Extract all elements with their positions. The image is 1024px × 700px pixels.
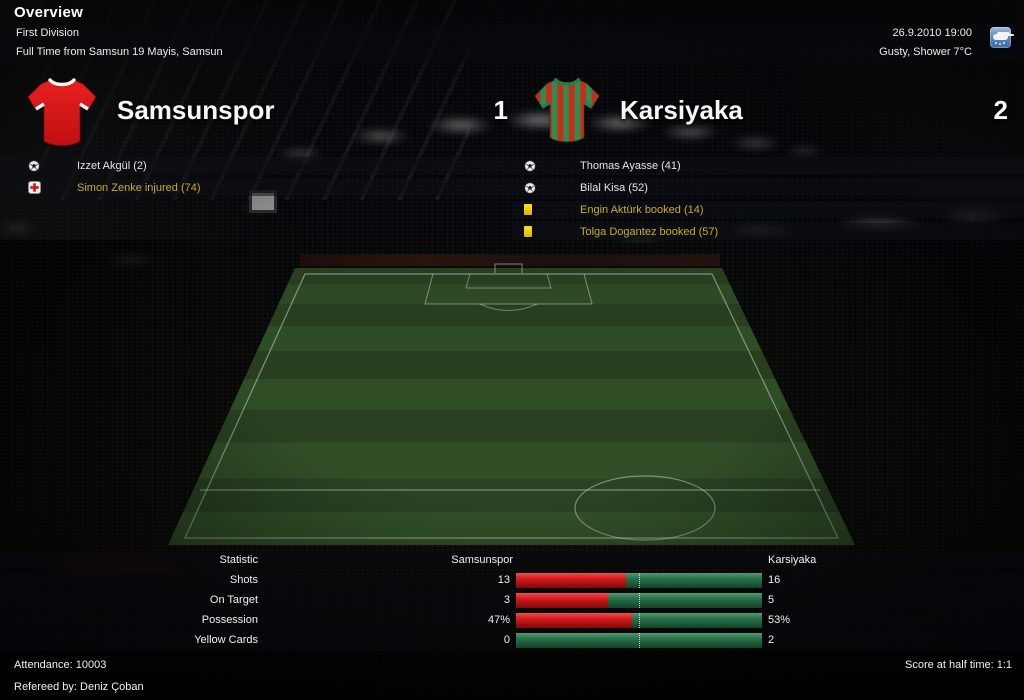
- stat-row: Possession 47% 53%: [0, 611, 1024, 630]
- referee-label: Refereed by: Deniz Çoban: [14, 681, 144, 693]
- stat-row: Yellow Cards 0 2: [0, 631, 1024, 650]
- stat-bar: [516, 593, 762, 608]
- stat-home-value: 0: [503, 634, 510, 646]
- event-text[interactable]: Engin Aktürk booked (14): [580, 203, 704, 216]
- stats-col-home: Samsunspor: [451, 554, 513, 566]
- event-text[interactable]: Thomas Ayasse (41): [580, 159, 681, 172]
- event-row[interactable]: Engin Aktürk booked (14): [512, 201, 1024, 218]
- away-shirt-icon: [534, 78, 600, 143]
- yellow-card-icon: [524, 204, 580, 215]
- stat-label: Possession: [201, 614, 258, 626]
- half-time-score-label: Score at half time: 1:1: [905, 659, 1012, 671]
- page-title: Overview: [14, 4, 84, 21]
- stat-home-value: 13: [497, 574, 510, 586]
- event-text[interactable]: Izzet Akgül (2): [77, 159, 147, 172]
- stat-away-value: 16: [768, 574, 781, 586]
- stat-label: Yellow Cards: [194, 634, 258, 646]
- stat-bar: [516, 633, 762, 648]
- stat-row: Shots 13 16: [0, 571, 1024, 590]
- football-icon: [524, 182, 580, 194]
- home-team-name[interactable]: Samsunspor: [117, 95, 275, 125]
- stats-header-row: Statistic Samsunspor Karsiyaka: [0, 552, 1024, 568]
- match-datetime: 26.9.2010 19:00: [892, 27, 972, 39]
- home-score: 1: [493, 95, 508, 125]
- away-team-name[interactable]: Karsiyaka: [620, 95, 743, 125]
- stat-bar: [516, 613, 762, 628]
- event-row[interactable]: Thomas Ayasse (41): [512, 157, 1024, 174]
- stats-col-statistic: Statistic: [219, 554, 258, 566]
- header-band-competition: First Division 26.9.2010 19:00: [0, 25, 1024, 42]
- header-band-status: Full Time from Samsun 19 Mayis, Samsun G…: [0, 43, 1024, 62]
- football-icon: [524, 160, 580, 172]
- event-text[interactable]: Tolga Dogantez booked (57): [580, 225, 719, 238]
- competition-label: First Division: [16, 27, 79, 39]
- home-shirt-icon: [27, 78, 97, 146]
- stat-away-value: 53%: [768, 614, 791, 626]
- event-text[interactable]: Simon Zenke injured (74): [77, 181, 201, 194]
- match-status-line: Full Time from Samsun 19 Mayis, Samsun: [16, 46, 223, 58]
- event-row[interactable]: Bilal Kisa (52): [512, 179, 1024, 196]
- stat-home-value: 3: [503, 594, 510, 606]
- stats-col-away: Karsiyaka: [768, 554, 817, 566]
- stat-home-value: 47%: [487, 614, 510, 626]
- injury-cross-icon: [28, 181, 77, 194]
- stat-label: Shots: [229, 574, 258, 586]
- event-row[interactable]: Tolga Dogantez booked (57): [512, 223, 1024, 240]
- football-icon: [28, 160, 77, 172]
- away-score: 2: [993, 95, 1008, 125]
- cloud-rain-icon: [990, 27, 1011, 48]
- event-text[interactable]: Bilal Kisa (52): [580, 181, 648, 194]
- event-row[interactable]: Simon Zenke injured (74): [0, 179, 512, 196]
- stat-away-value: 2: [768, 634, 775, 646]
- stat-row: On Target 3 5: [0, 591, 1024, 610]
- attendance-label: Attendance: 10003: [14, 659, 107, 671]
- stat-bar: [516, 573, 762, 588]
- stat-label: On Target: [209, 594, 258, 606]
- event-row[interactable]: Izzet Akgül (2): [0, 157, 512, 174]
- stat-away-value: 5: [768, 594, 775, 606]
- yellow-card-icon: [524, 226, 580, 237]
- weather-label: Gusty, Shower 7°C: [879, 46, 972, 58]
